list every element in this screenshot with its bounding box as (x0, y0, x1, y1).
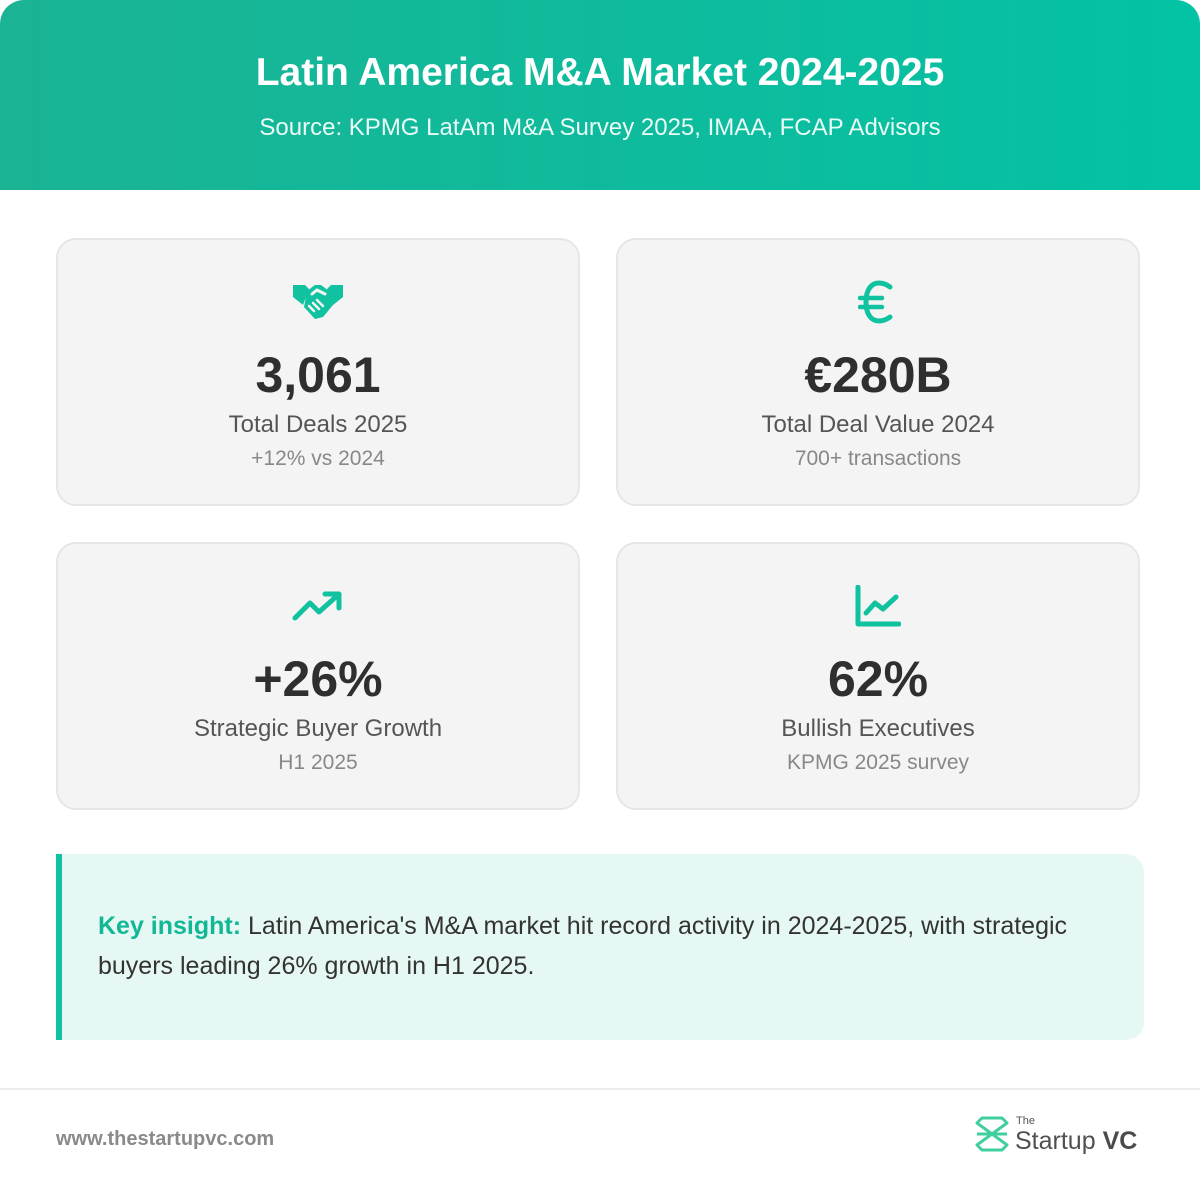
stat-sublabel: 700+ transactions (794, 447, 962, 470)
line-chart-icon (618, 582, 1138, 630)
key-insight-text: Key insight: Latin America's M&A market … (98, 906, 1118, 986)
stat-sublabel: KPMG 2025 survey (786, 751, 970, 774)
brand-name: Startup VC (1015, 1126, 1137, 1156)
stat-card-deal-value: €280B Total Deal Value 2024 700+ transac… (616, 238, 1140, 506)
trending-up-icon (58, 582, 578, 630)
stat-card-buyer-growth: +26% Strategic Buyer Growth H1 2025 (56, 542, 580, 810)
stat-value: 3,061 (255, 347, 381, 403)
brand-logo: The Startup VC (975, 1114, 1155, 1158)
page-subtitle: Source: KPMG LatAm M&A Survey 2025, IMAA… (259, 114, 941, 141)
stat-label: Bullish Executives (781, 715, 975, 742)
stat-label: Total Deals 2025 (228, 411, 408, 438)
stat-value: +26% (253, 651, 383, 707)
brand-the: The (1016, 1115, 1035, 1127)
stat-sublabel: H1 2025 (278, 751, 358, 774)
header-banner: Latin America M&A Market 2024-2025 Sourc… (0, 0, 1200, 190)
brand-vc: VC (1102, 1127, 1138, 1155)
stat-sublabel: +12% vs 2024 (251, 447, 385, 470)
footer-url: www.thestartupvc.com (56, 1128, 275, 1150)
stat-card-bullish-executives: 62% Bullish Executives KPMG 2025 survey (616, 542, 1140, 810)
euro-icon (618, 278, 1138, 326)
page-title: Latin America M&A Market 2024-2025 (255, 51, 945, 94)
stat-label: Total Deal Value 2024 (761, 411, 995, 438)
brand-startup: Startup (1015, 1127, 1096, 1155)
stat-label: Strategic Buyer Growth (193, 715, 443, 742)
stat-card-total-deals: 3,061 Total Deals 2025 +12% vs 2024 (56, 238, 580, 506)
key-insight-box: Key insight: Latin America's M&A market … (56, 854, 1144, 1040)
stat-value: 62% (827, 651, 929, 707)
handshake-icon (58, 278, 578, 326)
brand-mark-icon (975, 1116, 1009, 1152)
stat-value: €280B (804, 347, 952, 403)
key-insight-label: Key insight: (98, 912, 242, 940)
key-insight-body: Latin America's M&A market hit record ac… (98, 912, 1068, 980)
footer-divider (0, 1088, 1200, 1090)
